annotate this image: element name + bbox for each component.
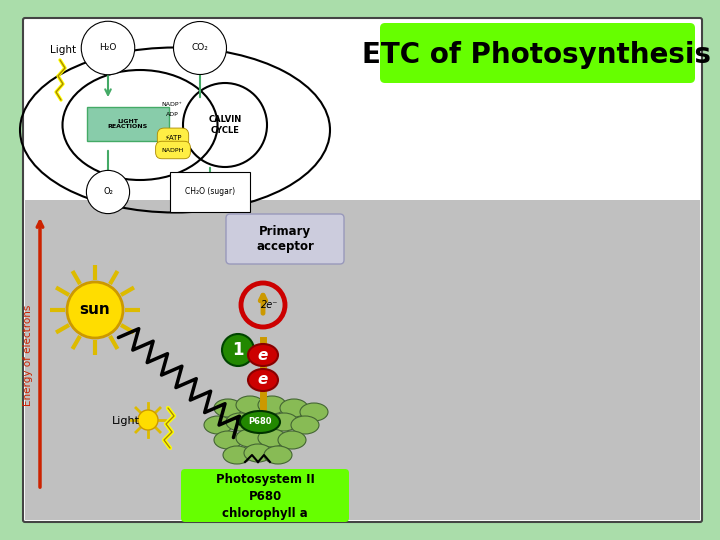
Ellipse shape xyxy=(236,429,264,447)
Circle shape xyxy=(67,282,123,338)
FancyBboxPatch shape xyxy=(226,214,344,264)
Text: ETC of Photosynthesis: ETC of Photosynthesis xyxy=(362,41,711,69)
FancyBboxPatch shape xyxy=(181,469,349,522)
Ellipse shape xyxy=(278,431,306,449)
Ellipse shape xyxy=(236,396,264,414)
Polygon shape xyxy=(25,200,700,520)
Ellipse shape xyxy=(248,369,278,391)
Text: CH₂O (sugar): CH₂O (sugar) xyxy=(185,187,235,197)
Ellipse shape xyxy=(300,403,328,421)
Text: Energy of electrons: Energy of electrons xyxy=(23,305,33,406)
Ellipse shape xyxy=(258,396,286,414)
Text: Primary
acceptor: Primary acceptor xyxy=(256,225,314,253)
Text: Light: Light xyxy=(112,416,140,426)
Ellipse shape xyxy=(214,399,242,417)
FancyBboxPatch shape xyxy=(23,18,702,522)
Ellipse shape xyxy=(270,413,298,431)
Text: H₂O: H₂O xyxy=(99,44,117,52)
Circle shape xyxy=(138,410,158,430)
Text: NADP⁺: NADP⁺ xyxy=(161,103,182,107)
Text: O₂: O₂ xyxy=(103,187,113,197)
Ellipse shape xyxy=(264,446,292,464)
Ellipse shape xyxy=(244,444,272,462)
Ellipse shape xyxy=(248,344,278,366)
Text: e: e xyxy=(258,373,268,388)
Text: sun: sun xyxy=(80,302,110,318)
Text: P680: P680 xyxy=(248,417,271,427)
Text: 2e⁻: 2e⁻ xyxy=(261,300,279,310)
Ellipse shape xyxy=(204,416,232,434)
FancyBboxPatch shape xyxy=(380,23,695,83)
Text: CO₂: CO₂ xyxy=(192,44,208,52)
Ellipse shape xyxy=(214,431,242,449)
Text: CALVIN
CYCLE: CALVIN CYCLE xyxy=(208,116,242,134)
Text: LIGHT
REACTIONS: LIGHT REACTIONS xyxy=(108,119,148,130)
Text: NADPH: NADPH xyxy=(162,147,184,152)
Ellipse shape xyxy=(291,416,319,434)
Text: 1: 1 xyxy=(233,341,244,359)
Text: e: e xyxy=(258,348,268,362)
FancyBboxPatch shape xyxy=(87,107,169,141)
Ellipse shape xyxy=(280,399,308,417)
Ellipse shape xyxy=(240,411,280,433)
Text: Light: Light xyxy=(50,45,76,55)
Text: ADP: ADP xyxy=(166,112,179,118)
Text: ⚡ATP: ⚡ATP xyxy=(164,135,181,141)
Ellipse shape xyxy=(223,446,251,464)
Ellipse shape xyxy=(258,429,286,447)
Ellipse shape xyxy=(226,413,254,431)
Circle shape xyxy=(222,334,254,366)
Text: Photosystem II
P680
chlorophyll a: Photosystem II P680 chlorophyll a xyxy=(215,472,315,519)
Ellipse shape xyxy=(248,411,276,429)
Polygon shape xyxy=(25,20,700,200)
